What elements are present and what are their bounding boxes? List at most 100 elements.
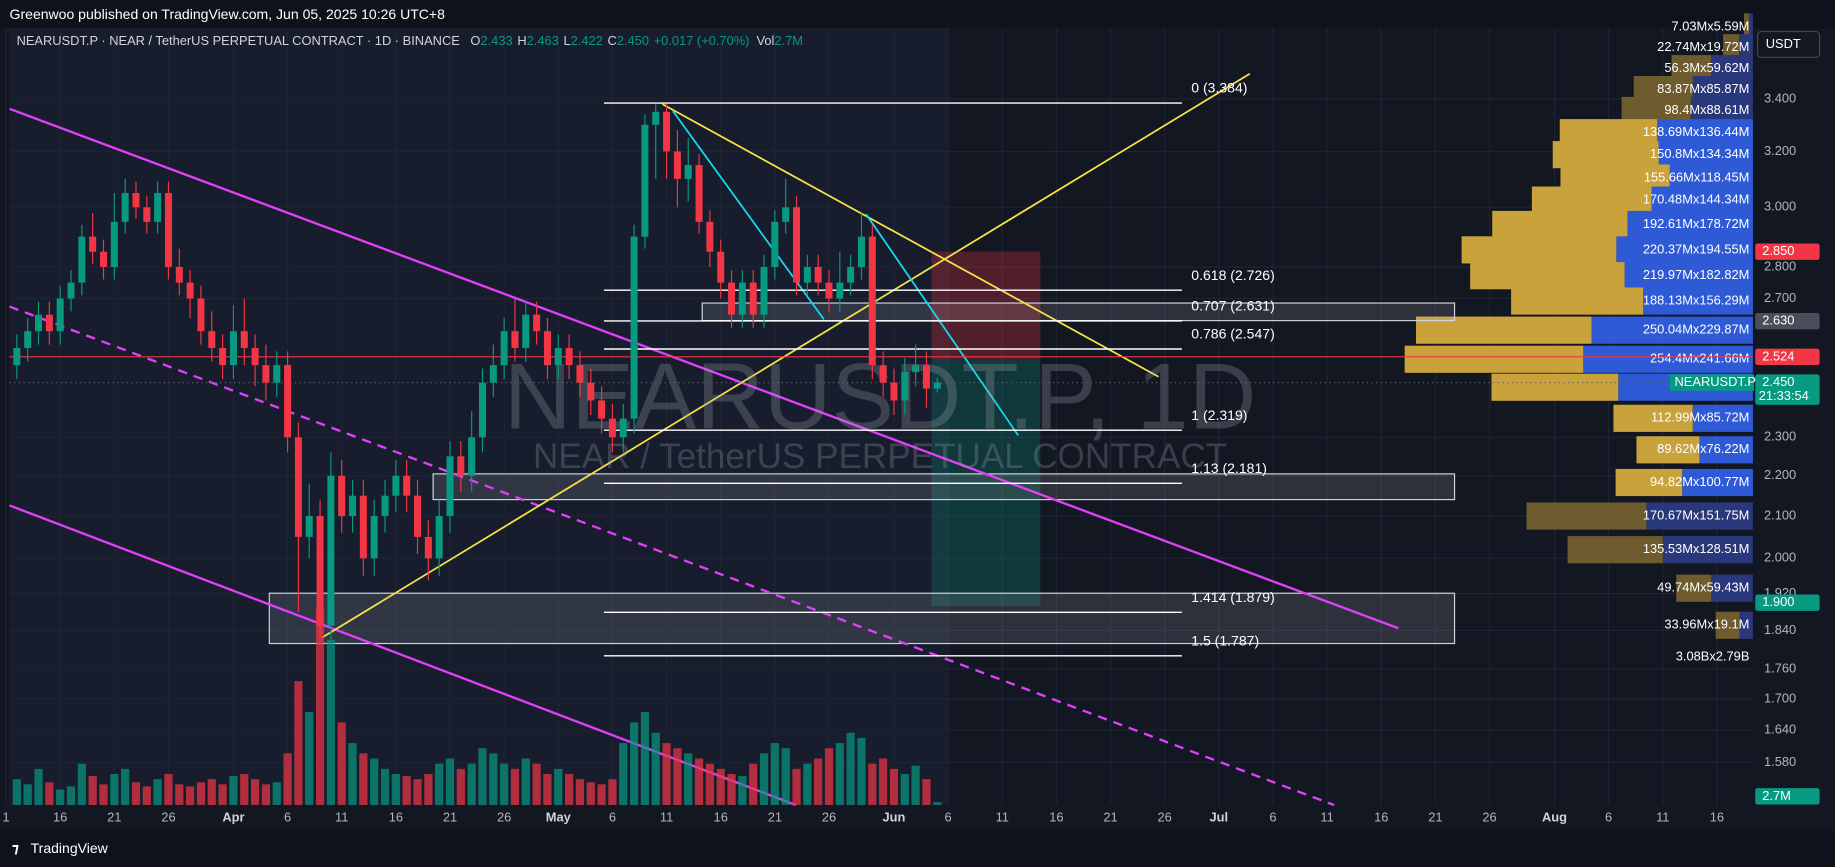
x-tick-label: 26 <box>1482 809 1496 824</box>
candle-body <box>598 400 606 419</box>
currency-button[interactable] <box>1757 31 1821 58</box>
volume-bar <box>651 732 660 805</box>
candle-body <box>663 111 671 152</box>
volume-bar <box>391 774 400 805</box>
price-tag <box>1755 243 1820 260</box>
candle-body <box>717 251 725 283</box>
y-tick-label: 2.300 <box>1764 429 1796 444</box>
volume-bar <box>359 753 368 805</box>
volume-bar <box>684 753 693 805</box>
volume-bar <box>749 763 758 805</box>
fib-label: 1.414 (1.879) <box>1191 589 1274 605</box>
volume-bar <box>467 763 476 805</box>
candle-body <box>35 314 43 332</box>
candle-body <box>912 365 920 373</box>
volume-bar <box>445 758 455 805</box>
candle-body <box>728 282 736 315</box>
profile-down-bar <box>1651 186 1753 214</box>
profile-label: 138.69Mx136.44M <box>1643 124 1750 139</box>
profile-up-bar <box>1470 262 1625 290</box>
candle-body <box>554 347 562 366</box>
x-tick-label: 11 <box>996 809 1009 824</box>
trend-line <box>662 103 1159 378</box>
candle-body <box>284 365 292 438</box>
fib-label: 1.13 (2.181) <box>1191 460 1267 476</box>
y-tick-label: 1.700 <box>1764 690 1796 705</box>
currency-label[interactable]: USDT <box>1766 36 1801 51</box>
footer-logo: ⁊ TradingView <box>12 840 109 856</box>
volume-bar <box>565 774 574 805</box>
volume-bar <box>337 722 346 805</box>
logo-mark: ⁊ <box>12 840 19 856</box>
y-tick-label: 3.200 <box>1764 143 1796 158</box>
candle-body <box>457 456 465 476</box>
volume-bar <box>922 779 931 805</box>
volume-bar <box>23 784 32 805</box>
candle-body <box>78 236 86 283</box>
x-tick-label: 21 <box>443 809 457 824</box>
candle-body <box>522 314 530 348</box>
profile-up-bar <box>1613 404 1693 432</box>
profile-down-bar <box>1624 262 1753 290</box>
last-price-tag <box>1755 374 1820 405</box>
profile-label: 219.97Mx182.82M <box>1643 267 1750 282</box>
candle-body <box>132 192 140 208</box>
x-tick-label: 16 <box>1049 809 1063 824</box>
x-tick-label: 11 <box>660 809 673 824</box>
volume-bar <box>240 774 249 805</box>
profile-up-bar <box>1567 536 1663 564</box>
x-tick-label: 11 <box>1656 809 1669 824</box>
candle-body <box>771 221 779 268</box>
candle-body <box>857 236 865 268</box>
zone-box <box>268 592 1456 645</box>
profile-down-bar <box>1739 611 1753 639</box>
legend-value: 2.433 <box>480 34 512 49</box>
volume-bar <box>207 779 216 805</box>
profile-down-bar <box>1643 287 1753 315</box>
candle-body <box>273 365 281 383</box>
volume-bar <box>608 779 617 805</box>
candle-body <box>836 282 844 299</box>
profile-down-bar <box>1692 404 1753 432</box>
volume-bar <box>889 768 899 805</box>
volume-bar <box>66 786 76 805</box>
candle-body <box>792 207 801 283</box>
volume-bar <box>510 768 520 805</box>
candle-body <box>684 165 692 179</box>
candle-body <box>814 267 822 283</box>
candle-body <box>489 365 497 383</box>
volume-bar <box>305 712 314 805</box>
volume-bar <box>738 776 747 805</box>
fib-label: 0.786 (2.547) <box>1191 326 1274 342</box>
volume-bar <box>597 784 606 805</box>
volume-tag <box>1755 788 1820 805</box>
drawings <box>9 72 1456 807</box>
candle-body <box>641 124 649 237</box>
profile-up-bar <box>1715 611 1740 639</box>
legend-key: L <box>563 34 570 49</box>
profile-label: 150.8Mx134.34M <box>1650 146 1749 161</box>
candle-body <box>576 365 584 383</box>
candle-body <box>294 437 302 537</box>
watermark-description: NEAR / TetherUS PERPETUAL CONTRACT <box>533 437 1227 476</box>
x-tick-label: 26 <box>497 809 511 824</box>
volume-bar <box>283 753 292 805</box>
grid <box>5 28 1753 805</box>
profile-label: 94.82Mx100.77M <box>1650 474 1749 489</box>
volume-bar <box>186 786 195 805</box>
candle-body <box>305 516 313 537</box>
legend: NEARUSDT.P · NEAR / TetherUS PERPETUAL C… <box>17 34 803 49</box>
candle-body <box>24 331 32 348</box>
candle-body <box>673 151 681 179</box>
candle-body <box>706 221 714 252</box>
volume-bar <box>879 758 888 805</box>
x-tick-label: 6 <box>284 809 291 824</box>
profile-up-bar <box>1531 186 1652 214</box>
position-stop-zone <box>931 251 1041 360</box>
zone-box <box>432 473 1456 501</box>
volume-bar <box>435 763 444 805</box>
legend-key: Vol <box>757 34 775 49</box>
volume-bar <box>348 743 357 805</box>
y-tick-label: 2.000 <box>1764 550 1796 565</box>
candle-body <box>619 418 627 438</box>
